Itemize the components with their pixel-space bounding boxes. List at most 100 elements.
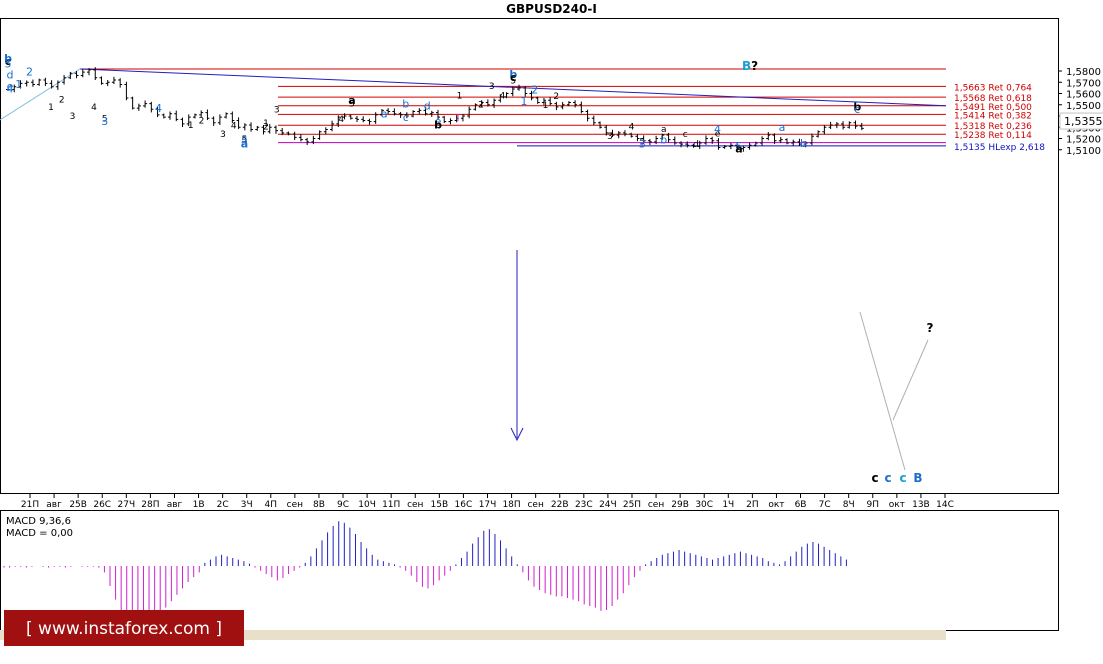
chart-title: GBPUSD240-I (506, 2, 597, 16)
wave-label: 4 (91, 103, 97, 113)
x-tick-label: 26С (93, 500, 111, 510)
wave-label: b (660, 134, 667, 147)
wave-label: 3 (274, 106, 280, 116)
wave-label: 3 (607, 132, 613, 142)
wave-label: 2 (478, 101, 484, 111)
x-tick-label: 10Ч (358, 500, 376, 510)
wave-label: a (381, 108, 388, 121)
wave-label: d (7, 68, 14, 81)
wave-label: 4 (155, 102, 162, 115)
wave-label: 4 (338, 115, 344, 125)
wave-label: 2 (199, 116, 205, 126)
x-tick-label: 23С (575, 500, 593, 510)
wave-label: 2 (531, 84, 538, 97)
x-tick-label: 13В (912, 500, 930, 510)
wave-label: b (853, 100, 861, 113)
wave-label: 2 (59, 96, 65, 106)
y-tick-label: 1,5600 (1066, 90, 1101, 101)
fib-level-label: 1,5238 Ret 0,114 (954, 131, 1032, 141)
wave-label: c (683, 130, 688, 140)
y-tick-label: 1,5700 (1066, 78, 1101, 89)
fib-level-label: 1,5568 Ret 0,618 (954, 94, 1032, 104)
watermark-box (4, 610, 244, 646)
x-tick-label: окт (768, 500, 784, 510)
wave-label: b (509, 68, 517, 81)
x-tick-label: 9П (867, 500, 880, 510)
x-tick-label: 8В (313, 500, 325, 510)
wave-label: 5 (241, 135, 248, 148)
wave-annotation: B? (742, 59, 758, 73)
wave-label: a (348, 94, 355, 107)
y-tick-label: 1,5100 (1066, 146, 1101, 157)
wave-label: 2 (263, 123, 269, 133)
wave-annotation-part: B (742, 59, 751, 73)
wave-label: c (510, 71, 517, 84)
x-tick-label: 1Ч (722, 500, 734, 510)
x-tick-label: сен (527, 500, 543, 510)
wave-label: 3 (101, 115, 108, 128)
wave-label: 1 (263, 119, 269, 129)
wave-label: 4 (231, 121, 237, 131)
wave-label: c (854, 103, 860, 116)
wave-label: b (434, 118, 442, 131)
fib-level-label: 1,5491 Ret 0,500 (954, 103, 1032, 113)
wave-label: d (693, 140, 699, 150)
wave-label: 1 (188, 121, 194, 131)
wave-label: d (424, 99, 431, 112)
x-tick-label: 27Ч (118, 500, 136, 510)
wave-label: 1 (48, 103, 54, 113)
wave-label: 5 (510, 77, 516, 87)
x-tick-label: авг (46, 500, 62, 510)
wave-label: 5 (5, 57, 12, 70)
x-tick-label: авг (167, 500, 183, 510)
x-tick-label: 18П (502, 500, 520, 510)
x-tick-label: 16С (455, 500, 473, 510)
wave-label: 2 (26, 66, 33, 79)
wave-label: e (715, 129, 721, 139)
wave-annotation-part: ? (751, 59, 758, 73)
fib-level-label: 1,5414 Ret 0,382 (954, 111, 1032, 121)
wave-label: 4 (714, 123, 721, 136)
x-tick-label: 1В (193, 500, 205, 510)
x-tick-label: 4П (265, 500, 278, 510)
wave-label: a (241, 138, 248, 151)
x-tick-label: 25В (69, 500, 87, 510)
wave-label: 5 (102, 115, 108, 125)
x-tick-label: 14С (936, 500, 954, 510)
current-price-label: 1,5355 (1064, 115, 1103, 128)
forecast-path (859, 311, 906, 471)
lead-in-line (0, 68, 81, 121)
wave-label: 3 (70, 112, 76, 122)
wave-label: 5 (349, 99, 355, 109)
x-tick-label: 9С (337, 500, 349, 510)
wave-label: 1 (543, 101, 549, 111)
wave-label: 5 (242, 135, 248, 145)
wave-label: 2 (553, 92, 559, 102)
fib-level-label: 1,5318 Ret 0,236 (954, 122, 1032, 132)
x-tick-label: 29В (671, 500, 689, 510)
wave-annotation: c (899, 471, 906, 485)
x-tick-label: 6В (795, 500, 807, 510)
macd-label: MACD 9,36,6 (6, 516, 71, 527)
wave-annotation: c (871, 471, 878, 485)
x-tick-label: 24Ч (599, 500, 617, 510)
y-tick-label: 1,5500 (1066, 101, 1101, 112)
wave-label: 5 (639, 138, 645, 148)
wave-annotation: B (913, 471, 922, 485)
wave-label: c (5, 55, 12, 68)
wave-label: 4 (500, 92, 506, 102)
x-tick-label: 2С (217, 500, 229, 510)
x-tick-label: 11П (382, 500, 400, 510)
wave-label: a (779, 121, 786, 134)
watermark-text: [ www.instaforex.com ] (26, 619, 222, 639)
projection-arrow-head (510, 427, 524, 442)
wave-label: 1 (457, 92, 463, 102)
current-price-box (1059, 112, 1103, 130)
wave-label: 4 (7, 83, 14, 96)
wave-annotation: c (884, 471, 891, 485)
macd-value-label: MACD = 0,00 (6, 528, 73, 539)
x-tick-label: 22В (551, 500, 569, 510)
wave-label: b (402, 98, 409, 111)
x-tick-label: окт (889, 500, 905, 510)
